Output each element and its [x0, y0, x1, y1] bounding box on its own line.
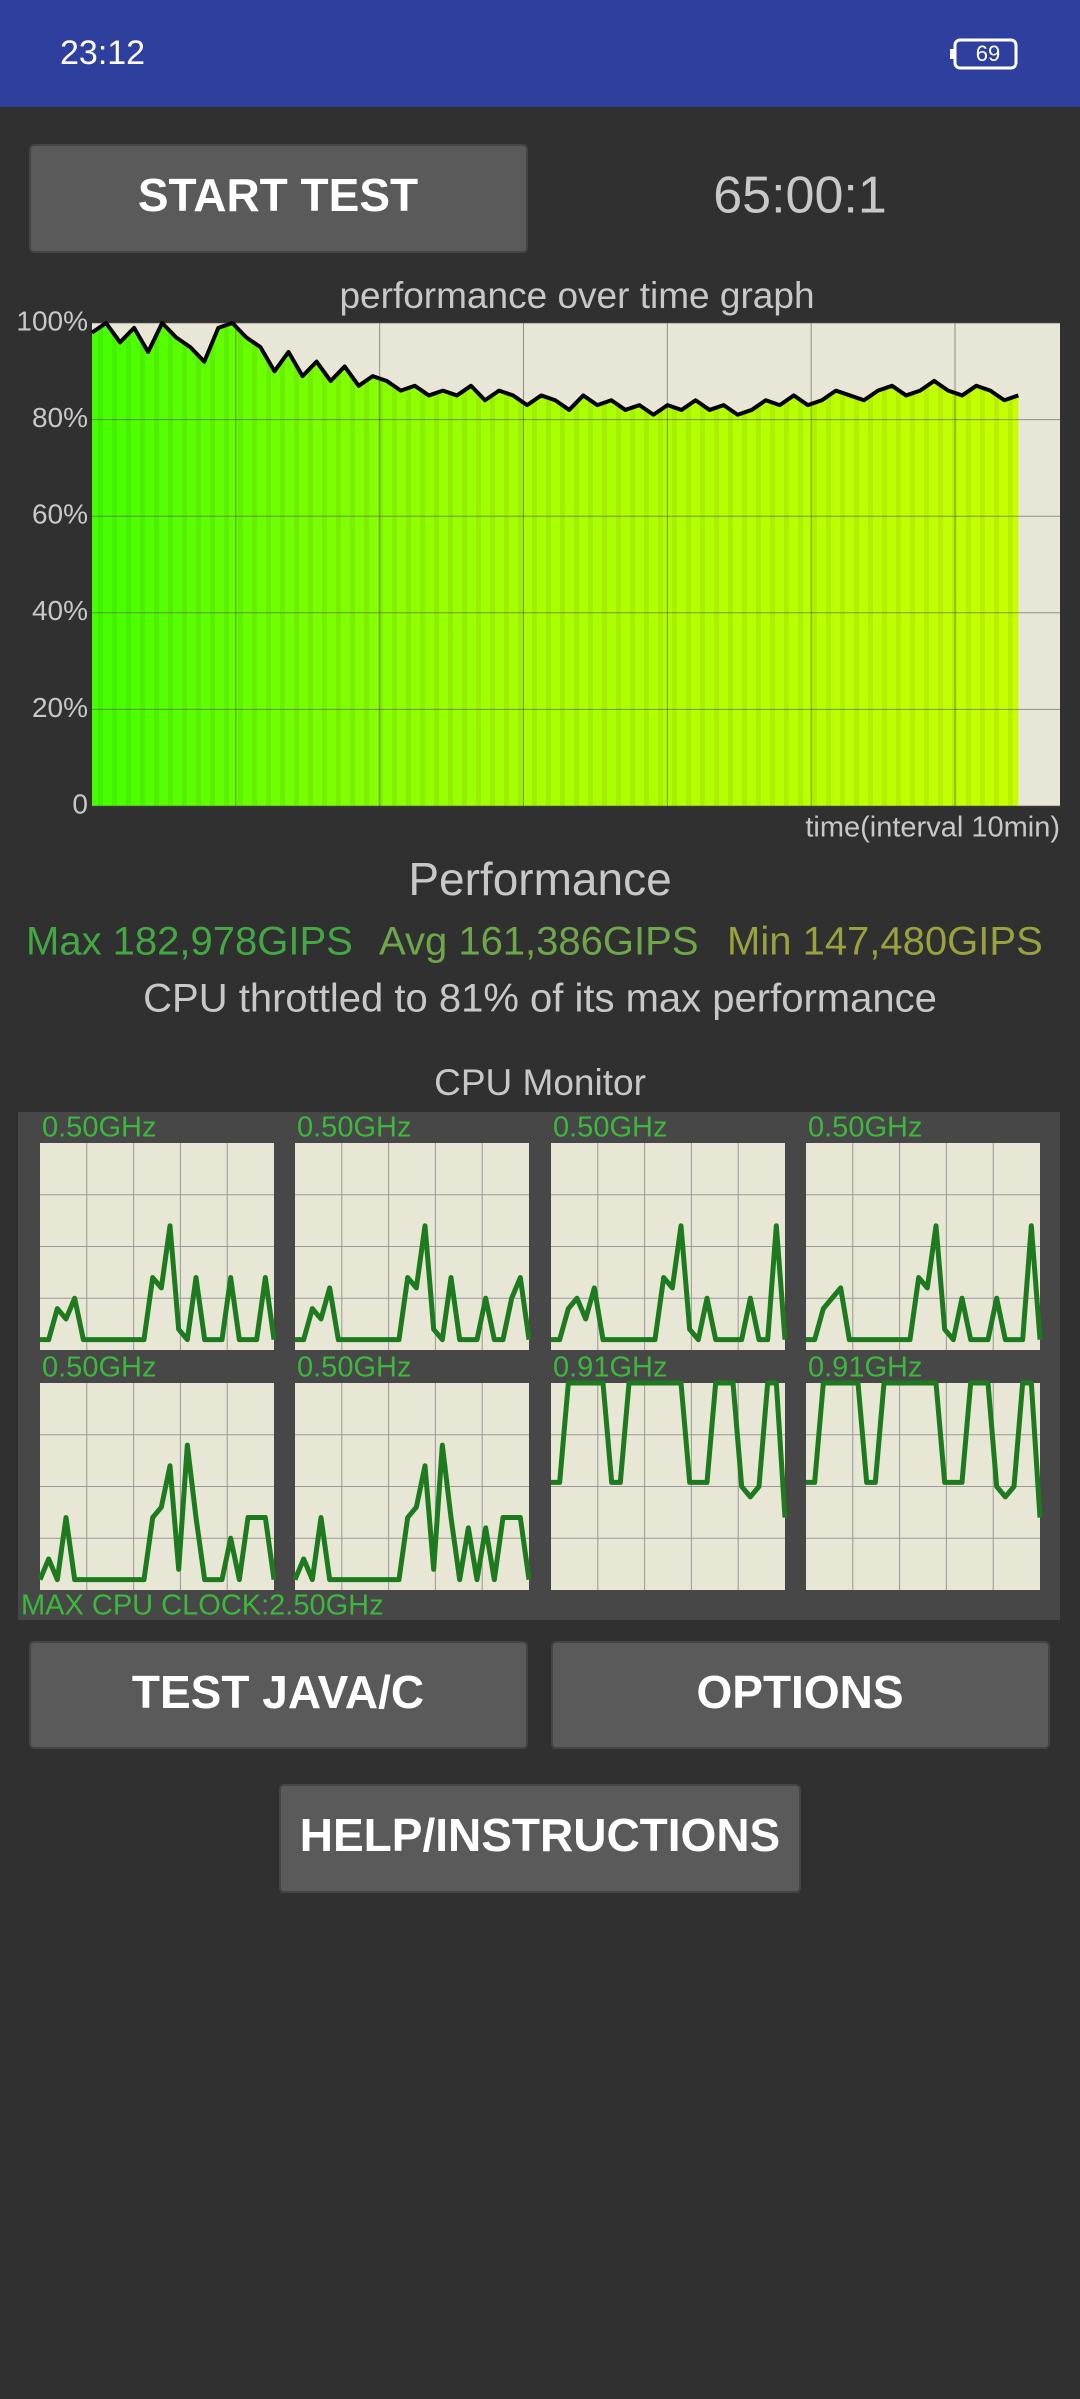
- graph-title: performance over time graph: [339, 275, 814, 316]
- min-performance: Min 147,480GIPS: [727, 920, 1043, 964]
- y-tick-label: 60%: [32, 499, 88, 530]
- status-bar: [0, 0, 1080, 107]
- max-cpu-clock: MAX CPU CLOCK:2.50GHz: [21, 1590, 384, 1622]
- performance-heading: Performance: [408, 853, 671, 905]
- core-frequency-label: 0.50GHz: [553, 1112, 667, 1144]
- max-performance: Max 182,978GIPS: [26, 920, 353, 964]
- help-button[interactable]: HELP/INSTRUCTIONS: [279, 1784, 801, 1893]
- timer: 65:00:1: [713, 167, 887, 225]
- status-time: 23:12: [60, 34, 145, 72]
- performance-area-stripes: [92, 323, 1019, 806]
- options-button[interactable]: OPTIONS: [551, 1641, 1050, 1749]
- cpu-monitor-title: CPU Monitor: [434, 1062, 646, 1103]
- button-label: START TEST: [138, 169, 418, 221]
- battery-tip: [950, 49, 955, 59]
- battery-level: 69: [976, 41, 1000, 66]
- y-tick-label: 40%: [32, 595, 88, 626]
- core-frequency-label: 0.50GHz: [42, 1112, 156, 1144]
- button-label: TEST JAVA/C: [132, 1666, 424, 1718]
- x-axis-label: time(interval 10min): [805, 812, 1060, 844]
- core-frequency-label: 0.50GHz: [297, 1352, 411, 1384]
- core-frequency-line: [551, 1380, 788, 1518]
- test-java-button[interactable]: TEST JAVA/C: [29, 1641, 528, 1749]
- core-frequency-line: [40, 1223, 277, 1343]
- button-label: OPTIONS: [696, 1666, 903, 1718]
- core-frequency-label: 0.50GHz: [808, 1112, 922, 1144]
- core-frequency-line: [551, 1223, 788, 1343]
- y-tick-label: 0: [72, 788, 88, 819]
- y-tick-label: 20%: [32, 692, 88, 723]
- throttle-note: CPU throttled to 81% of its max performa…: [143, 977, 937, 1021]
- core-frequency-line: [295, 1223, 532, 1343]
- core-frequency-line: [37, 1442, 277, 1583]
- performance-line: [90, 321, 1020, 417]
- core-frequency-line: [806, 1380, 1043, 1518]
- button-label: HELP/INSTRUCTIONS: [300, 1809, 780, 1861]
- avg-performance: Avg 161,386GIPS: [379, 920, 699, 964]
- core-frequency-line: [806, 1223, 1043, 1343]
- core-frequency-label: 0.50GHz: [42, 1352, 156, 1384]
- core-frequency-label: 0.91GHz: [808, 1352, 922, 1384]
- y-tick-label: 80%: [32, 402, 88, 433]
- core-frequency-label: 0.91GHz: [553, 1352, 667, 1384]
- core-frequency-label: 0.50GHz: [297, 1112, 411, 1144]
- core-frequency-line: [292, 1442, 532, 1583]
- y-tick-label: 100%: [16, 305, 88, 336]
- start-test-button[interactable]: START TEST: [29, 144, 528, 253]
